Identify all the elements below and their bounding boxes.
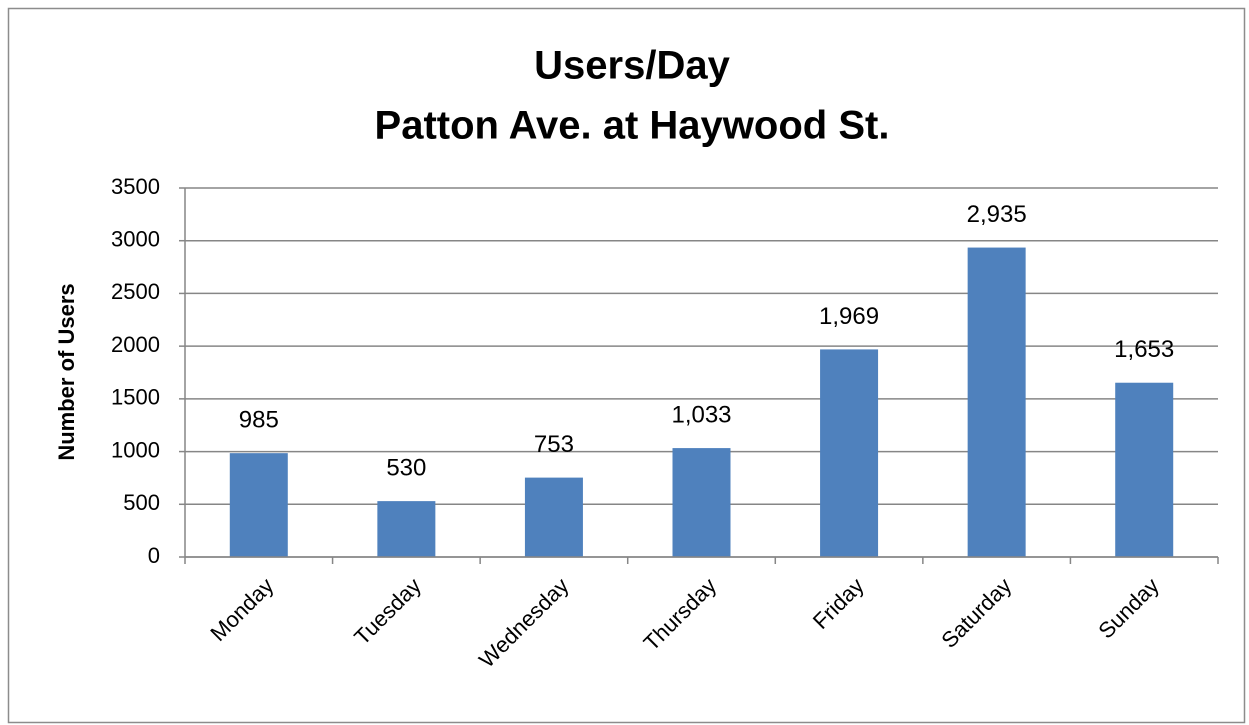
y-tick-label: 0 bbox=[148, 543, 160, 568]
bar bbox=[524, 477, 583, 557]
y-tick-label: 3000 bbox=[111, 227, 160, 252]
data-label: 1,969 bbox=[819, 303, 879, 330]
y-tick-label: 1500 bbox=[111, 385, 160, 410]
data-label: 753 bbox=[534, 431, 574, 458]
chart-title: Users/Day bbox=[534, 44, 730, 88]
data-label: 1,653 bbox=[1114, 336, 1174, 363]
bar bbox=[377, 501, 436, 557]
bar bbox=[229, 453, 288, 557]
bar bbox=[1115, 382, 1174, 557]
bar bbox=[967, 247, 1026, 557]
data-label: 2,935 bbox=[967, 201, 1027, 228]
data-label: 530 bbox=[386, 454, 426, 481]
data-label: 985 bbox=[239, 406, 279, 433]
chart-subtitle: Patton Ave. at Haywood St. bbox=[375, 104, 890, 148]
y-tick-label: 500 bbox=[123, 490, 160, 515]
y-axis-title: Number of Users bbox=[54, 283, 79, 460]
y-tick-label: 3500 bbox=[111, 174, 160, 199]
bar bbox=[672, 448, 731, 557]
data-label: 1,033 bbox=[671, 401, 731, 428]
bar bbox=[820, 349, 879, 557]
y-tick-label: 2500 bbox=[111, 279, 160, 304]
y-tick-label: 2000 bbox=[111, 332, 160, 357]
chart-frame bbox=[7, 7, 1246, 724]
y-tick-label: 1000 bbox=[111, 437, 160, 462]
